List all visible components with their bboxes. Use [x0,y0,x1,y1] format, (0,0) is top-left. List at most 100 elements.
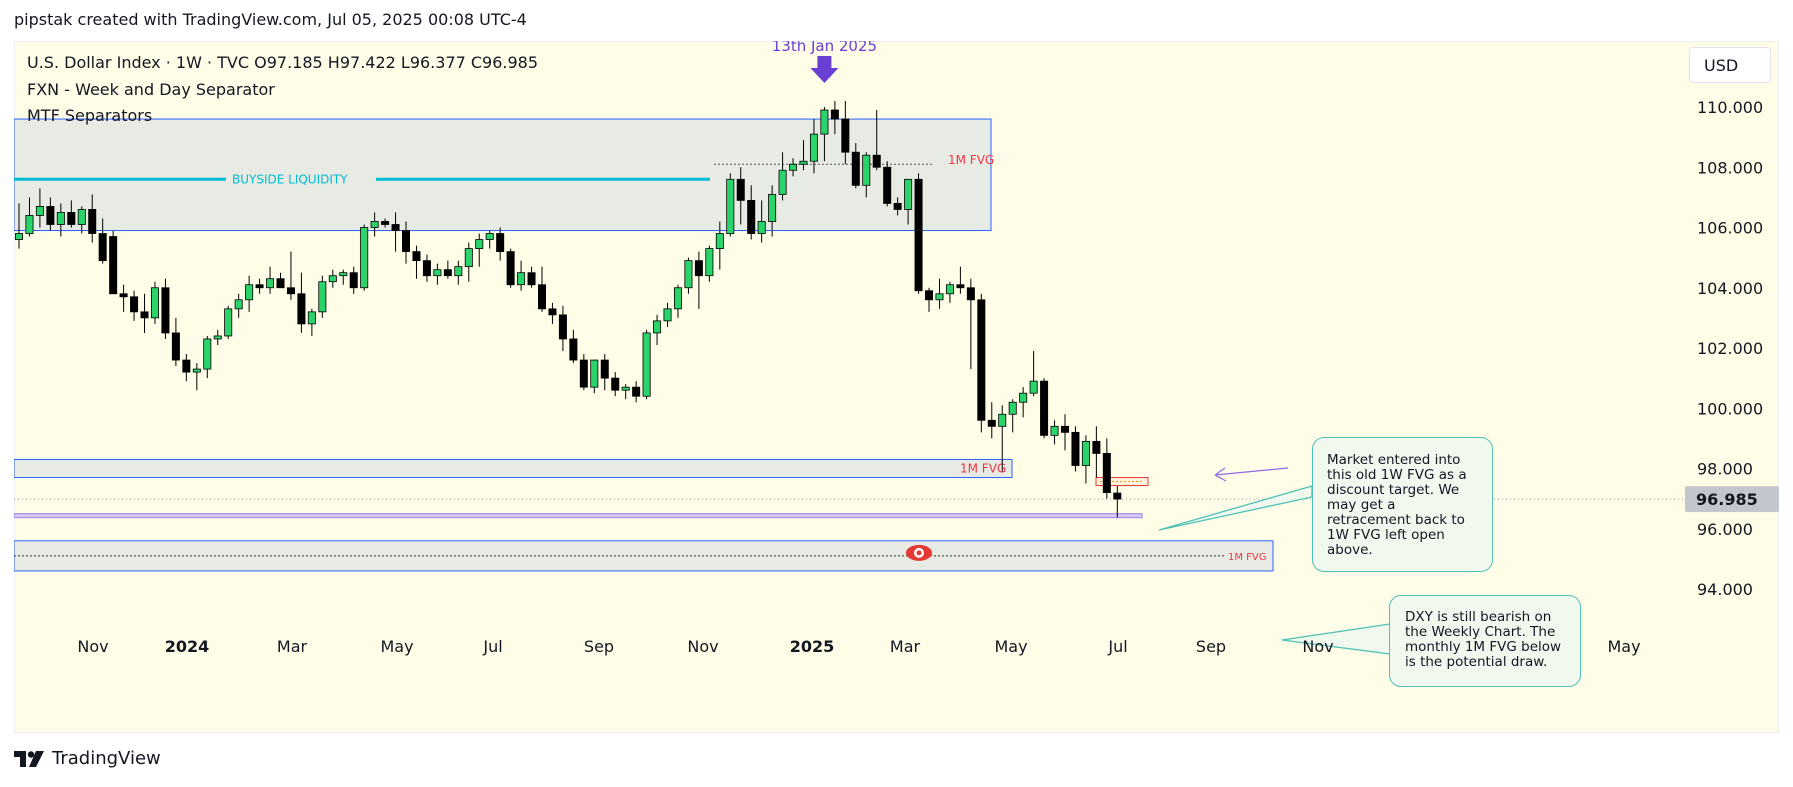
candle-body[interactable] [464,248,473,268]
candle-body[interactable] [642,332,651,397]
candle-body[interactable] [56,212,65,225]
candle-body[interactable] [653,320,662,334]
candle-body[interactable] [339,272,348,277]
candle-body[interactable] [611,377,620,391]
candle-body[interactable] [391,224,400,231]
candle-body[interactable] [621,386,630,391]
candle-body[interactable] [1040,380,1049,436]
candle-body[interactable] [663,308,672,322]
candle-body[interactable] [381,221,390,225]
candle-body[interactable] [119,293,128,298]
candle-body[interactable] [161,287,170,334]
candle-body[interactable] [945,284,954,295]
fvg-zone-upper[interactable] [14,118,992,232]
candle-body[interactable] [548,308,557,316]
candle-body[interactable] [88,209,97,234]
candle-body[interactable] [705,248,714,277]
candle-body[interactable] [182,359,191,373]
candle-body[interactable] [286,287,295,295]
candle-body[interactable] [632,386,641,397]
candle-body[interactable] [1081,440,1090,466]
callout-note-fvg-entry[interactable]: Market entered into this old 1W FVG as a… [1312,437,1493,572]
candle-body[interactable] [150,287,159,319]
candle-body[interactable] [307,311,316,325]
candle-body[interactable] [422,260,431,277]
candle-body[interactable] [778,169,787,195]
candle-body[interactable] [130,296,139,313]
candle-body[interactable] [370,221,379,228]
candle-body[interactable] [715,233,724,249]
candle-body[interactable] [538,284,547,310]
candle-body[interactable] [998,413,1007,427]
candle-body[interactable] [673,287,682,310]
candle-body[interactable] [579,359,588,388]
candle-body[interactable] [987,419,996,427]
candle-body[interactable] [433,269,442,277]
candle-body[interactable] [266,278,275,289]
candle-body[interactable] [977,299,986,421]
candle-body[interactable] [171,332,180,361]
candle-body[interactable] [830,109,839,120]
candle-body[interactable] [192,368,201,373]
candle-body[interactable] [736,178,745,201]
candle-body[interactable] [1113,492,1122,500]
candle-body[interactable] [851,151,860,186]
candle-body[interactable] [600,359,609,379]
candle-body[interactable] [799,160,808,165]
candle-body[interactable] [925,290,934,301]
indicator-legend-week-day-separator[interactable]: FXN - Week and Day Separator [27,80,275,99]
candle-body[interactable] [297,293,306,325]
candle-body[interactable] [506,251,515,286]
candle-body[interactable] [841,118,850,153]
candle-body[interactable] [14,233,23,240]
candle-body[interactable] [318,281,327,313]
candle-body[interactable] [77,209,86,225]
weekly-fvg-band[interactable] [14,513,1143,519]
candle-body[interactable] [872,154,881,168]
candle-body[interactable] [726,178,735,234]
candle-body[interactable] [684,260,693,289]
candle-body[interactable] [893,202,902,210]
candle-body[interactable] [904,178,913,210]
tradingview-logo[interactable]: TradingView [14,748,161,769]
candle-body[interactable] [443,269,452,277]
candle-body[interactable] [1061,425,1070,433]
candle-body[interactable] [820,109,829,135]
candle-body[interactable] [558,314,567,340]
candle-body[interactable] [809,133,818,162]
chart-canvas[interactable]: 1M FVG 1M FVG 1M FVG BUYSIDE LIQUIDITY 13th … [14,41,1779,733]
candle-body[interactable] [349,272,358,289]
candle-body[interactable] [25,215,34,234]
candle-body[interactable] [475,239,484,249]
candle-body[interactable] [234,299,243,310]
candle-body[interactable] [747,199,756,234]
candle-body[interactable] [1102,453,1111,493]
candle-body[interactable] [109,236,118,295]
candle-body[interactable] [517,272,526,286]
candle-body[interactable] [914,178,923,292]
candle-body[interactable] [935,293,944,301]
candle-body[interactable] [276,278,285,289]
candle-body[interactable] [1092,440,1101,454]
currency-button[interactable]: USD [1689,47,1771,83]
candle-body[interactable] [67,212,76,225]
candle-body[interactable] [255,284,264,289]
candle-body[interactable] [412,251,421,262]
candle-body[interactable] [966,287,975,301]
candle-body[interactable] [454,266,463,277]
candle-body[interactable] [1071,431,1080,466]
candle-body[interactable] [590,359,599,388]
down-arrow-icon[interactable] [810,56,839,83]
candle-body[interactable] [694,260,703,277]
candle-body[interactable] [35,206,44,216]
candle-body[interactable] [1029,380,1038,394]
candle-body[interactable] [1019,392,1028,403]
candle-body[interactable] [1008,401,1017,415]
candle-body[interactable] [98,233,107,262]
candle-body[interactable] [245,284,254,301]
candle-body[interactable] [213,335,222,340]
callout-note-bearish-weekly[interactable]: DXY is still bearish on the Weekly Chart… [1389,595,1581,687]
candle-body[interactable] [496,233,505,252]
indicator-legend-mtf-separators[interactable]: MTF Separators [27,106,153,125]
candle-body[interactable] [360,227,369,289]
